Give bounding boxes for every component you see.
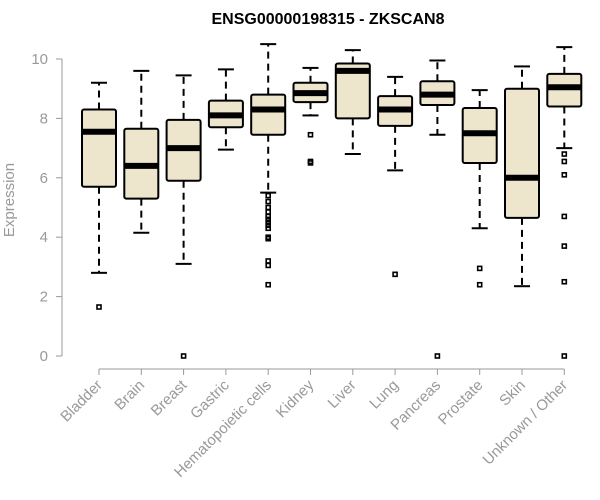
box-group — [377, 75, 414, 278]
outlier-point — [561, 213, 568, 220]
y-tick-label: 2 — [40, 289, 48, 306]
y-tick-label: 10 — [31, 51, 48, 68]
y-tick-label: 0 — [40, 348, 48, 365]
box-group — [546, 46, 583, 359]
x-tick-label: Skin — [496, 377, 529, 410]
outlier-point — [476, 281, 483, 288]
x-tick-label: Kidney — [273, 376, 318, 421]
box-body — [504, 87, 540, 219]
box-group — [250, 43, 287, 288]
x-tick-label: Breast — [148, 376, 191, 419]
box-group — [123, 69, 160, 234]
outlier-point — [265, 235, 272, 242]
outlier-point — [561, 172, 568, 178]
outlier-point — [265, 209, 272, 215]
y-tick-label: 4 — [40, 229, 48, 246]
outlier-point — [265, 281, 272, 288]
box-body — [81, 108, 117, 188]
box-group — [334, 49, 371, 156]
x-tick-label: Brain — [111, 377, 148, 414]
outlier-point — [96, 304, 102, 310]
x-tick-label: Prostate — [435, 377, 487, 429]
y-axis: 0 2 4 6 8 10 — [31, 51, 63, 365]
outlier-point — [561, 151, 568, 157]
outlier-point — [265, 198, 272, 205]
x-tick-label: Bladder — [57, 377, 106, 426]
x-tick-label: Liver — [325, 377, 360, 412]
box-group — [207, 68, 244, 151]
y-axis-label: Expression — [1, 163, 18, 237]
outlier-point — [307, 160, 314, 166]
y-tick-label: 6 — [40, 170, 48, 187]
outlier-point — [265, 222, 272, 229]
box-series — [81, 43, 583, 359]
outlier-point — [307, 131, 314, 138]
outlier-point — [476, 265, 483, 272]
outlier-point — [265, 213, 272, 220]
outlier-point — [561, 243, 568, 249]
outlier-point — [434, 353, 441, 359]
box-group — [165, 74, 202, 359]
box-body — [250, 93, 287, 136]
outlier-point — [561, 158, 568, 165]
y-tick-label: 8 — [40, 110, 48, 127]
outlier-point — [265, 204, 272, 211]
outlier-point — [561, 353, 568, 359]
outlier-point — [265, 192, 272, 199]
box-group — [461, 89, 498, 288]
outlier-point — [265, 216, 272, 223]
box-group — [419, 59, 456, 359]
x-tick-label: Lung — [366, 377, 402, 413]
box-group — [81, 81, 117, 310]
outlier-point — [265, 258, 272, 264]
outlier-point — [561, 278, 568, 285]
chart-title: ENSG00000198315 - ZKSCAN8 — [211, 11, 444, 28]
outlier-point — [392, 271, 398, 278]
box-group — [292, 66, 329, 166]
outlier-point — [265, 225, 272, 232]
outlier-point — [180, 353, 187, 359]
box-group — [504, 65, 540, 288]
box-body — [334, 62, 371, 120]
outlier-point — [265, 219, 272, 226]
outlier-point — [265, 262, 272, 269]
